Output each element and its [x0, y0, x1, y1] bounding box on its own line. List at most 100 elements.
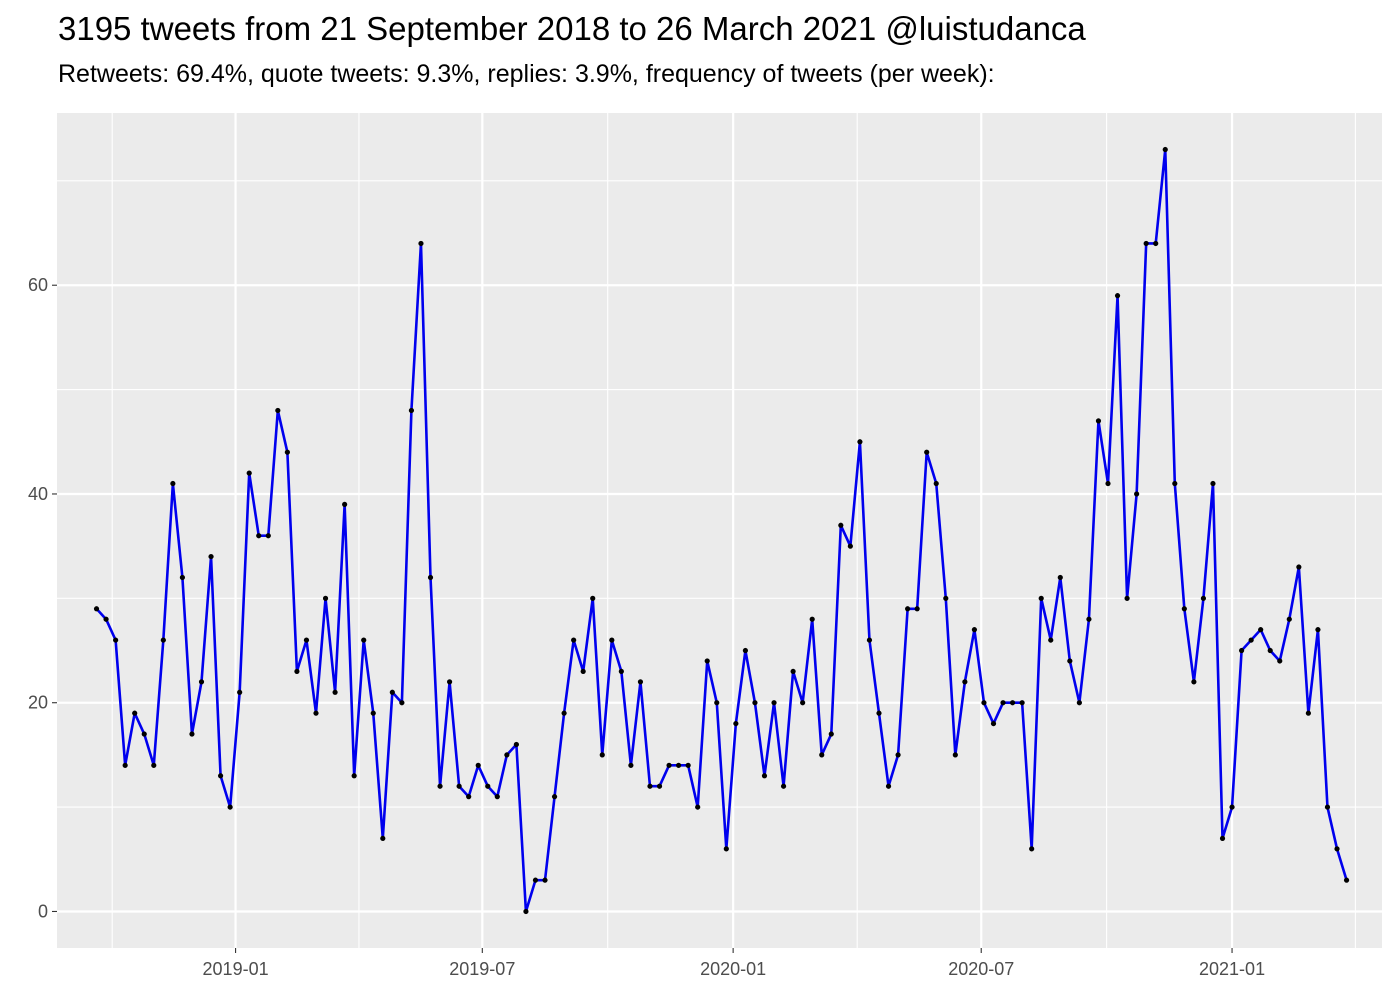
data-point	[885, 783, 892, 789]
x-tick-label: 2020-07	[948, 959, 1014, 979]
data-point	[160, 637, 166, 643]
plot-panel	[57, 113, 1382, 948]
data-point	[122, 762, 128, 768]
data-point	[418, 240, 424, 247]
data-point	[513, 741, 519, 748]
data-point	[609, 637, 615, 643]
data-point	[475, 762, 481, 768]
data-point	[1095, 418, 1102, 424]
data-point	[103, 616, 109, 622]
data-point	[1067, 658, 1073, 664]
data-point	[303, 637, 310, 643]
data-point	[1105, 480, 1111, 487]
points-layer	[93, 146, 1350, 915]
data-point	[580, 668, 586, 675]
series-line	[95, 148, 1348, 913]
data-point	[838, 522, 844, 528]
data-point	[933, 480, 939, 487]
data-point	[361, 637, 367, 643]
data-point	[132, 710, 138, 716]
data-point	[685, 762, 691, 768]
data-point	[819, 752, 825, 758]
data-point	[313, 710, 319, 716]
data-point	[1315, 627, 1321, 633]
data-point	[828, 731, 834, 737]
data-point	[733, 720, 739, 727]
data-point	[695, 804, 701, 810]
data-point	[227, 804, 233, 810]
x-axis: 2019-01 2019-07 2020-01 2020-07 2021-01	[203, 948, 1265, 979]
data-point	[198, 679, 205, 685]
data-point	[1305, 710, 1311, 716]
x-tick-label: 2020-01	[700, 959, 766, 979]
data-point	[1191, 679, 1197, 685]
data-point	[847, 543, 853, 549]
data-point	[389, 689, 395, 695]
data-point	[494, 794, 500, 800]
data-point	[800, 700, 806, 706]
data-point	[1324, 804, 1331, 810]
data-point	[1143, 240, 1149, 247]
data-point	[1172, 480, 1178, 487]
data-point	[857, 439, 863, 445]
data-point	[113, 637, 119, 643]
data-point	[1181, 606, 1187, 612]
data-point	[1019, 700, 1025, 706]
y-tick-label: 40	[28, 484, 48, 504]
data-point	[1267, 647, 1273, 654]
data-point	[761, 773, 768, 779]
data-point	[590, 595, 596, 601]
data-point	[1076, 700, 1082, 706]
series-layer	[95, 148, 1348, 913]
data-point	[532, 877, 539, 883]
data-point	[93, 606, 100, 612]
data-point	[561, 710, 567, 716]
data-point	[647, 783, 653, 789]
data-point	[504, 752, 510, 758]
data-point	[704, 658, 710, 664]
data-point	[895, 752, 901, 758]
data-point	[437, 783, 443, 789]
y-tick-label: 20	[28, 693, 48, 713]
data-point	[446, 679, 453, 685]
data-point	[485, 783, 491, 789]
data-point	[217, 773, 224, 779]
data-point	[1219, 835, 1226, 842]
data-point	[752, 700, 758, 706]
data-point	[466, 794, 472, 800]
data-point	[294, 668, 300, 675]
data-point	[1200, 595, 1207, 601]
data-point	[208, 553, 214, 560]
data-point	[1029, 846, 1035, 852]
data-point	[141, 731, 147, 737]
data-point	[742, 647, 749, 654]
data-point	[456, 783, 462, 789]
data-point	[1258, 627, 1264, 633]
data-point	[551, 794, 558, 800]
data-point	[771, 700, 777, 706]
data-point	[790, 668, 796, 675]
data-point	[427, 574, 434, 581]
data-point	[1086, 616, 1092, 622]
data-point	[676, 762, 682, 768]
data-point	[237, 689, 243, 695]
data-point	[1238, 647, 1245, 654]
data-point	[1296, 564, 1302, 570]
data-point	[1162, 146, 1168, 153]
data-point	[332, 689, 338, 695]
data-point	[1000, 700, 1006, 706]
x-tick-label: 2019-01	[203, 959, 269, 979]
data-point	[637, 679, 644, 685]
data-point	[981, 700, 987, 706]
data-point	[809, 616, 815, 622]
data-point	[151, 762, 157, 768]
data-point	[1277, 658, 1283, 664]
data-point	[189, 731, 195, 737]
data-point	[342, 501, 348, 508]
data-point	[1114, 293, 1121, 299]
y-tick-label: 0	[38, 901, 48, 921]
data-point	[866, 637, 873, 643]
data-point	[1229, 804, 1235, 810]
data-point	[962, 679, 968, 685]
